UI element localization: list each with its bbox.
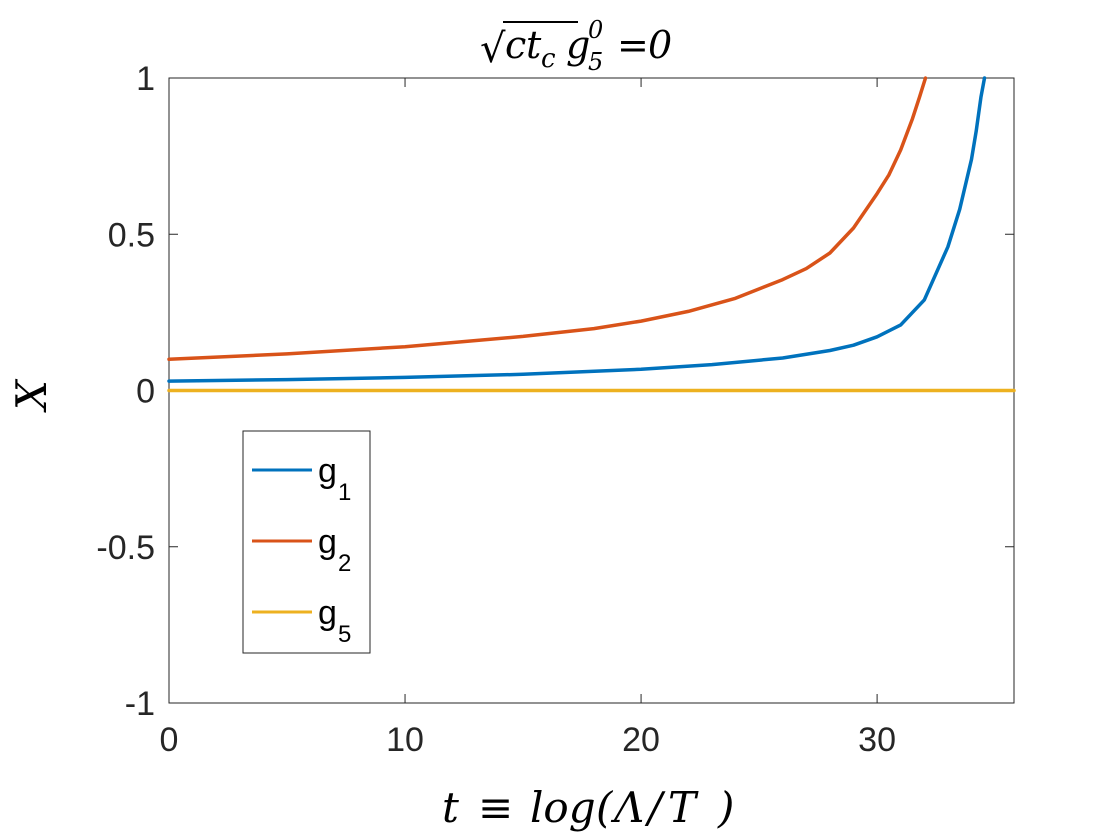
series-line-g1 <box>167 76 987 383</box>
legend-label-g2: g <box>318 523 337 561</box>
chart-title: √ c t c g 0 5 = 0 <box>480 16 672 76</box>
title-value: 0 <box>648 23 672 67</box>
y-tick-label: -1 <box>125 685 155 723</box>
x-tick-labels: 0 10 20 30 <box>160 721 896 759</box>
y-tick-label: 0.5 <box>108 216 155 254</box>
xlabel-close-paren: ) <box>717 783 734 832</box>
xlabel-open-paren: ( <box>596 783 614 832</box>
y-tick-labels: -1 -0.5 0 0.5 1 <box>96 60 155 723</box>
legend: g 1 g 2 g 5 <box>242 430 371 654</box>
title-equals: = <box>617 23 649 67</box>
title-t-subscript: c <box>541 44 556 74</box>
sqrt-sign: √ <box>480 26 506 72</box>
title-g: g <box>566 23 590 67</box>
x-tick-label: 20 <box>622 721 660 759</box>
xlabel-slash: / <box>644 783 666 832</box>
y-tick-label: 0 <box>136 373 155 411</box>
xlabel-t: t <box>442 783 459 832</box>
title-g-superscript: 0 <box>588 16 603 44</box>
legend-sub-g2: 2 <box>338 550 351 577</box>
xlabel-lambda: Λ <box>610 783 644 832</box>
legend-sub-g1: 1 <box>338 479 351 506</box>
title-c: c <box>505 23 526 67</box>
x-tick-label: 0 <box>160 721 179 759</box>
xlabel-T: T <box>668 783 699 832</box>
title-g-subscript: 5 <box>588 48 603 76</box>
xlabel-log: log <box>530 783 596 832</box>
series-lines <box>167 76 1016 393</box>
y-axis-label: X <box>7 378 56 413</box>
y-tick-label: -0.5 <box>96 529 155 567</box>
y-tick-label: 1 <box>136 60 155 98</box>
x-tick-label: 30 <box>858 721 896 759</box>
xlabel-equiv: ≡ <box>478 783 513 832</box>
x-tick-label: 10 <box>386 721 424 759</box>
legend-sub-g5: 5 <box>338 621 351 648</box>
legend-label-g5: g <box>318 594 337 632</box>
series-line-g2 <box>167 76 928 362</box>
legend-label-g1: g <box>318 452 337 490</box>
x-axis-label: t ≡ log ( Λ / T ) <box>442 783 734 832</box>
title-t: t <box>526 23 542 67</box>
